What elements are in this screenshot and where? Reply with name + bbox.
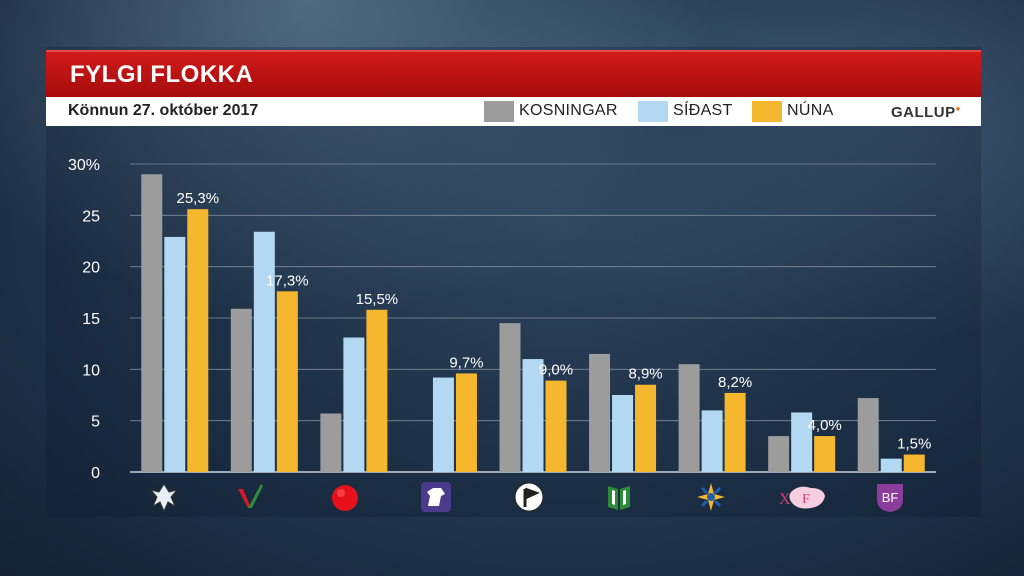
brand-text: GALLUP	[890, 104, 956, 121]
data-label: 8,2%	[718, 374, 752, 391]
data-label: 17,3%	[266, 272, 309, 289]
bar-sidast	[612, 395, 634, 472]
y-tick-label: 5	[91, 414, 100, 431]
bar-sidast	[701, 410, 723, 472]
data-label: 9,0%	[539, 362, 573, 379]
legend-swatch-nuna	[752, 100, 782, 122]
data-label: 9,7%	[449, 354, 483, 371]
bar-nuna	[455, 373, 477, 472]
horse-icon	[421, 482, 451, 512]
red-rose-icon	[332, 485, 358, 511]
legend-label-kosningar: KOSNINGAR	[519, 102, 618, 119]
bar-nuna	[545, 380, 567, 472]
legend-label-nuna: NÚNA	[787, 102, 834, 119]
bar-kosningar	[320, 413, 342, 472]
legend-swatch-kosningar	[484, 100, 514, 122]
y-tick-label: 0	[91, 465, 100, 482]
bar-kosningar	[499, 323, 521, 472]
bar-sidast	[343, 337, 365, 472]
bar-sidast	[253, 231, 275, 472]
bar-nuna	[903, 454, 925, 472]
data-label: 15,5%	[356, 291, 399, 308]
subtitle-bar: Könnun 27. október 2017 KOSNINGAR SÍÐAST…	[46, 97, 981, 126]
bar-sidast	[164, 236, 186, 472]
y-tick-label: 20	[82, 260, 100, 277]
data-label: 8,9%	[628, 366, 662, 383]
xf-x-letter: X	[779, 491, 791, 508]
legend-sidast: SÍÐAST	[638, 100, 733, 122]
bar-nuna	[187, 209, 209, 472]
bar-nuna	[366, 309, 388, 472]
book-icon	[608, 486, 630, 510]
bar-kosningar	[768, 436, 790, 472]
legend-nuna: NÚNA	[752, 100, 834, 122]
data-label: 1,5%	[897, 436, 931, 453]
y-tick-label: 30%	[68, 157, 100, 174]
legend-kosningar: KOSNINGAR	[484, 100, 618, 122]
bar-nuna	[276, 291, 298, 472]
bar-kosningar	[857, 398, 879, 472]
bar-nuna	[635, 384, 657, 472]
bar-kosningar	[589, 353, 611, 472]
y-tick-label: 25	[82, 208, 100, 225]
y-tick-label: 15	[82, 311, 100, 328]
bar-sidast	[522, 359, 544, 472]
gallup-logo: GALLUP●	[890, 104, 961, 121]
legend-swatch-sidast	[638, 100, 668, 122]
pirate-flag-icon	[514, 482, 544, 512]
bar-sidast	[880, 458, 902, 472]
bar-kosningar	[141, 174, 163, 472]
bar-sidast	[432, 377, 454, 472]
star-snowflake-icon	[697, 483, 725, 511]
bar-sidast	[791, 412, 813, 472]
bf-text: BF	[882, 490, 899, 505]
bar-nuna	[814, 436, 836, 472]
chart-title: FYLGI FLOKKA	[70, 61, 254, 88]
falcon-icon	[149, 483, 179, 513]
v-check-icon	[238, 484, 263, 508]
xf-iceland-icon: X F	[779, 486, 825, 509]
data-label: 4,0%	[808, 417, 842, 434]
xf-f-letter: F	[802, 492, 810, 507]
title-bar: FYLGI FLOKKA	[46, 50, 981, 97]
bar-chart: 30% 25 20 15 10 5 0 25,3% 17,3% 15,5% 9,7% 9,0% 8,9%…	[68, 157, 936, 482]
data-label: 25,3%	[177, 190, 220, 207]
bar-kosningar	[230, 308, 252, 472]
bar-kosningar	[678, 364, 700, 472]
legend-label-sidast: SÍÐAST	[673, 102, 733, 119]
bf-shield-icon: BF	[877, 484, 903, 512]
bar-nuna	[724, 392, 746, 472]
survey-date: Könnun 27. október 2017	[68, 102, 259, 119]
y-tick-label: 10	[82, 362, 100, 379]
